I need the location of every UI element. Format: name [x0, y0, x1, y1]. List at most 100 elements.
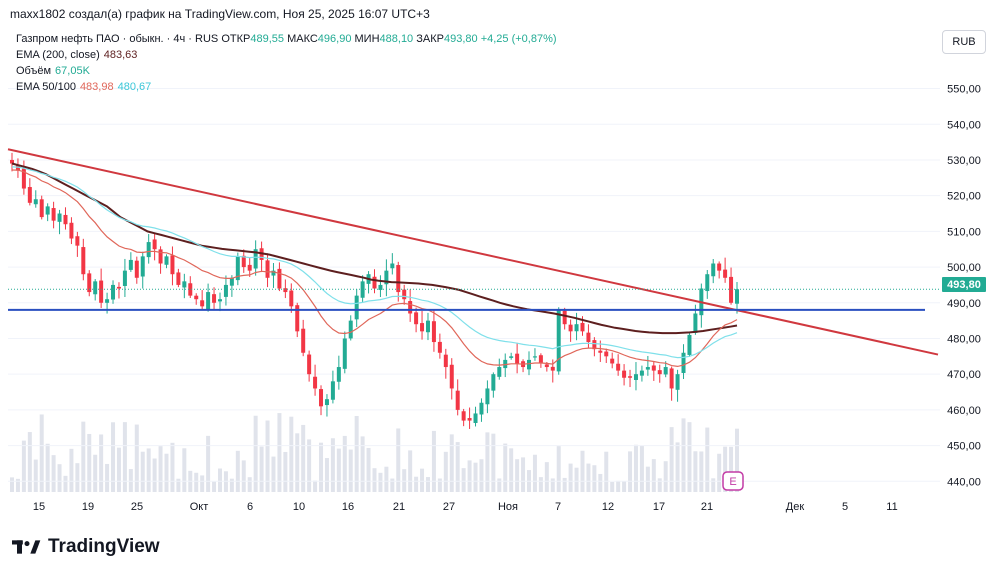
volume-bar	[105, 463, 110, 492]
candle	[592, 337, 597, 357]
volume-bar	[259, 446, 264, 492]
candle-body	[176, 272, 181, 285]
candle	[75, 231, 80, 257]
candle-body	[491, 374, 496, 391]
volume-bar	[414, 476, 419, 492]
candle	[669, 366, 674, 401]
volume-bar	[639, 445, 644, 492]
candle	[616, 354, 621, 376]
candle-body	[633, 374, 638, 380]
candle-body	[610, 358, 615, 364]
candle	[420, 310, 425, 340]
candle	[467, 407, 472, 429]
close-label: ЗАКР	[416, 33, 444, 45]
volume-bar	[289, 416, 294, 492]
volume-bar	[479, 459, 484, 492]
candle	[265, 253, 270, 288]
candle-body	[295, 305, 300, 332]
candle-body	[271, 270, 276, 276]
candle-body	[27, 187, 32, 203]
candle-body	[182, 281, 187, 288]
candle	[182, 273, 187, 299]
candle	[449, 358, 454, 400]
candle	[33, 190, 38, 208]
candle-body	[75, 236, 80, 246]
time-tick-label: 5	[842, 501, 848, 513]
candle-body	[372, 276, 377, 289]
candle-body	[651, 365, 656, 371]
volume-bar	[390, 478, 395, 492]
volume-bar	[158, 446, 163, 492]
volume-bar	[521, 457, 526, 492]
volume-bar	[134, 424, 139, 492]
currency-button[interactable]: RUB	[942, 30, 986, 54]
volume-bar	[693, 451, 698, 492]
candle	[455, 379, 460, 416]
earnings-marker-label: E	[729, 476, 736, 488]
candle-body	[265, 260, 270, 278]
candle-body	[116, 286, 121, 289]
candle	[27, 178, 32, 206]
candle-body	[188, 283, 193, 296]
ema50-100-row[interactable]: EMA 50/100 483,98 480,67	[16, 79, 557, 95]
ema200-row[interactable]: EMA (200, close) 483,63	[16, 47, 557, 63]
candle	[57, 209, 62, 235]
candle	[729, 267, 734, 305]
candle-body	[319, 389, 324, 407]
candle-body	[414, 312, 419, 325]
candle-body	[241, 255, 246, 268]
time-tick-label: 19	[82, 501, 94, 513]
volume-bar	[128, 469, 133, 492]
candle-body	[420, 323, 425, 332]
price-tick-label: 530,00	[947, 155, 981, 167]
candle	[223, 275, 228, 306]
volume-row[interactable]: Объём 67,05K	[16, 63, 557, 79]
candle-body	[146, 242, 151, 258]
symbol-name[interactable]: Газпром нефть ПАО · обыкн. · 4ч · RUS	[16, 33, 219, 45]
ema200-value: 483,63	[103, 49, 138, 61]
candle-body	[449, 364, 454, 389]
volume-bar	[39, 414, 44, 492]
candle-body	[586, 332, 591, 343]
candle	[556, 307, 561, 375]
candle	[651, 361, 656, 381]
volume-bar	[235, 450, 240, 492]
candle	[194, 293, 199, 305]
ema50-value: 483,98	[79, 81, 114, 93]
volume-bar	[27, 432, 32, 492]
ema50-100-label: EMA 50/100	[16, 81, 76, 93]
candle	[253, 240, 258, 276]
tradingview-logo[interactable]: TradingView	[12, 536, 160, 558]
earnings-marker[interactable]: E	[722, 471, 744, 491]
volume-bar	[75, 463, 80, 492]
volume-bar	[562, 477, 567, 492]
volume-bar	[532, 454, 537, 492]
volume-bar	[164, 453, 169, 492]
candle	[319, 385, 324, 416]
candle	[538, 353, 543, 368]
volume-bar	[384, 466, 389, 492]
volume-bar	[657, 478, 662, 492]
volume-bar	[111, 422, 116, 492]
candle-body	[217, 299, 222, 302]
candle	[301, 319, 306, 357]
price-tick-label: 490,00	[947, 298, 981, 310]
volume-bar	[295, 433, 300, 492]
candle	[604, 348, 609, 363]
candle-body	[550, 366, 555, 371]
candle-body	[122, 270, 127, 286]
ema100-line	[11, 166, 738, 359]
candle-body	[723, 269, 728, 278]
candle	[639, 365, 644, 382]
volume-bar	[152, 458, 157, 492]
time-tick-label: 21	[701, 501, 713, 513]
candle	[122, 258, 127, 297]
volume-bar	[140, 451, 145, 492]
volume-bar	[408, 450, 413, 492]
candle	[491, 372, 496, 398]
time-tick-label: 11	[886, 501, 897, 513]
volume-bar	[229, 478, 234, 492]
candle-body	[622, 370, 627, 378]
candle	[176, 268, 181, 288]
